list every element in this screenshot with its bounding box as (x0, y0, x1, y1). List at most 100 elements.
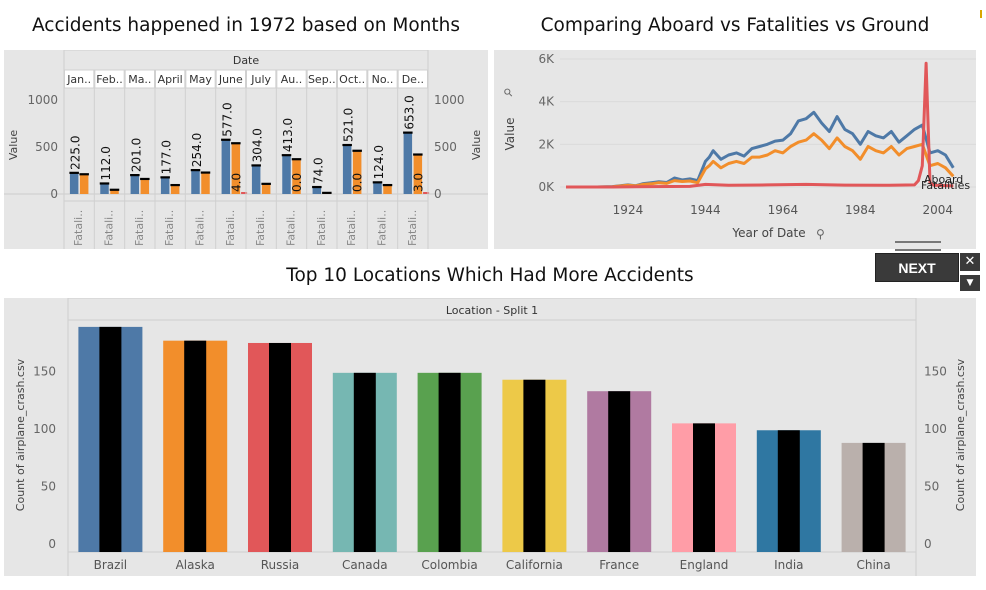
month-header-cell (215, 69, 247, 89)
month-header-cell (124, 69, 155, 89)
month-label: Oct.. (339, 73, 365, 86)
data-label-ground: 3.0 (411, 173, 425, 192)
x-tick-label: 1924 (613, 203, 644, 217)
data-label: 413.0 (281, 118, 295, 152)
chart-1-panel: Date Jan.. 225.0 Fatali.. Feb.. 112.0 Fatali..… (4, 50, 488, 249)
y-tick-left: 100 (33, 422, 56, 436)
category-label: India (774, 558, 803, 572)
column-header-label: Date (233, 54, 260, 67)
bar-series-a (251, 165, 261, 194)
month-header-cell (306, 69, 337, 89)
month-header-cell (246, 69, 277, 89)
legend-aboard: Aboard (924, 173, 963, 186)
category-label: Russia (261, 558, 300, 572)
row-label: Fatali.. (254, 210, 267, 246)
monthly-accidents-chart: Date Jan.. 225.0 Fatali.. Feb.. 112.0 Fatali..… (4, 50, 488, 249)
bar-series-a (100, 183, 109, 194)
bar-series-a (312, 187, 322, 194)
bar-series-b (292, 159, 301, 194)
category-label: Colombia (421, 558, 477, 572)
y-tick-right: 0 (434, 187, 442, 201)
bar-series-b (231, 143, 241, 194)
chart-2-panel: 0K 2K 4K 6K 1924 1944 1964 1984 2004 Year of Date… (494, 50, 976, 249)
bar-series-c (241, 192, 248, 194)
location-bar-overlay (99, 326, 122, 552)
chart-1-title: Accidents happened in 1972 based on Mont… (31, 15, 461, 36)
category-label: Brazil (94, 558, 128, 572)
data-label: 225.0 (69, 135, 83, 169)
data-label: 201.0 (129, 138, 143, 172)
x-tick-label: 1944 (690, 203, 721, 217)
y-tick-label: 0K (538, 180, 555, 194)
location-bar-overlay (608, 391, 631, 552)
category-label: England (680, 558, 729, 572)
row-label: Fatali.. (103, 210, 116, 246)
month-header-cell (367, 69, 398, 89)
data-label: 254.0 (190, 133, 204, 167)
row-label: Fatali.. (285, 210, 298, 246)
month-label: July (250, 73, 271, 86)
bar-series-b (170, 185, 180, 194)
bar-series-a (191, 170, 200, 194)
month-header-cell (185, 69, 216, 89)
y-tick-label: 6K (538, 52, 555, 66)
bar-series-b (201, 172, 210, 194)
bar-series-a (130, 175, 140, 194)
x-tick-label: 1984 (845, 203, 876, 217)
chevron-down-icon[interactable]: ▼ (960, 275, 980, 291)
data-label: 177.0 (160, 140, 174, 174)
data-label-ground: 0.0 (351, 173, 365, 192)
data-label: 577.0 (220, 102, 234, 136)
month-label: No.. (372, 73, 394, 86)
month-label: Au.. (281, 73, 303, 86)
chart-3-title: Top 10 Locations Which Had More Accident… (286, 265, 694, 286)
y-tick-right: 1000 (434, 93, 465, 107)
month-header-cell (94, 69, 125, 89)
month-label: Jan.. (66, 73, 91, 86)
bar-series-a (221, 139, 231, 194)
row-label: Fatali.. (376, 210, 389, 246)
y-axis-label-left: Count of airplane_crash.csv (14, 358, 27, 511)
data-label-ground: 0.0 (290, 173, 304, 192)
bar-series-a (69, 172, 79, 194)
location-bar-overlay (184, 340, 207, 552)
next-button[interactable]: NEXT (875, 253, 959, 282)
month-label: June (218, 73, 243, 86)
bar-series-a (403, 132, 413, 194)
category-label: China (856, 558, 890, 572)
data-label: 521.0 (342, 108, 356, 142)
bar-series-a (342, 145, 352, 194)
location-bar-overlay (523, 379, 546, 552)
bar-series-b (352, 150, 362, 194)
aboard-fatalities-ground-chart: 0K 2K 4K 6K 1924 1944 1964 1984 2004 Year of Date… (501, 52, 976, 241)
month-header-cell (276, 69, 307, 89)
next-drag-handle[interactable] (895, 241, 941, 251)
category-label: France (599, 558, 639, 572)
month-header-cell (155, 69, 186, 89)
location-bar-overlay (269, 342, 291, 552)
y-tick-left: 150 (33, 365, 56, 379)
y-tick-left: 500 (35, 140, 58, 154)
bar-series-a (373, 182, 382, 194)
bar-series-b (261, 183, 271, 194)
y-tick-left: 0 (48, 537, 56, 551)
data-label: 124.0 (372, 145, 386, 179)
bar-series-a (282, 155, 291, 194)
row-label: Fatali.. (163, 210, 176, 246)
y-tick-right: 150 (924, 365, 947, 379)
bar-series-b (110, 189, 119, 194)
row-label: Fatali.. (406, 210, 419, 246)
category-label: Canada (342, 558, 388, 572)
y-tick-left: 50 (41, 480, 56, 494)
row-label: Fatali.. (194, 210, 207, 246)
data-label: 653.0 (402, 95, 416, 129)
location-bar-overlay (693, 423, 715, 552)
close-icon[interactable]: ✕ (960, 253, 980, 271)
row-label: Fatali.. (224, 210, 237, 246)
y-tick-right: 100 (924, 422, 947, 436)
category-label: California (506, 558, 563, 572)
y-axis-label: Value (503, 118, 517, 151)
chart-2-title: Comparing Aboard vs Fatalities vs Ground (540, 15, 930, 36)
location-bar-overlay (353, 372, 376, 552)
pin-icon: ⚲ (816, 227, 825, 241)
